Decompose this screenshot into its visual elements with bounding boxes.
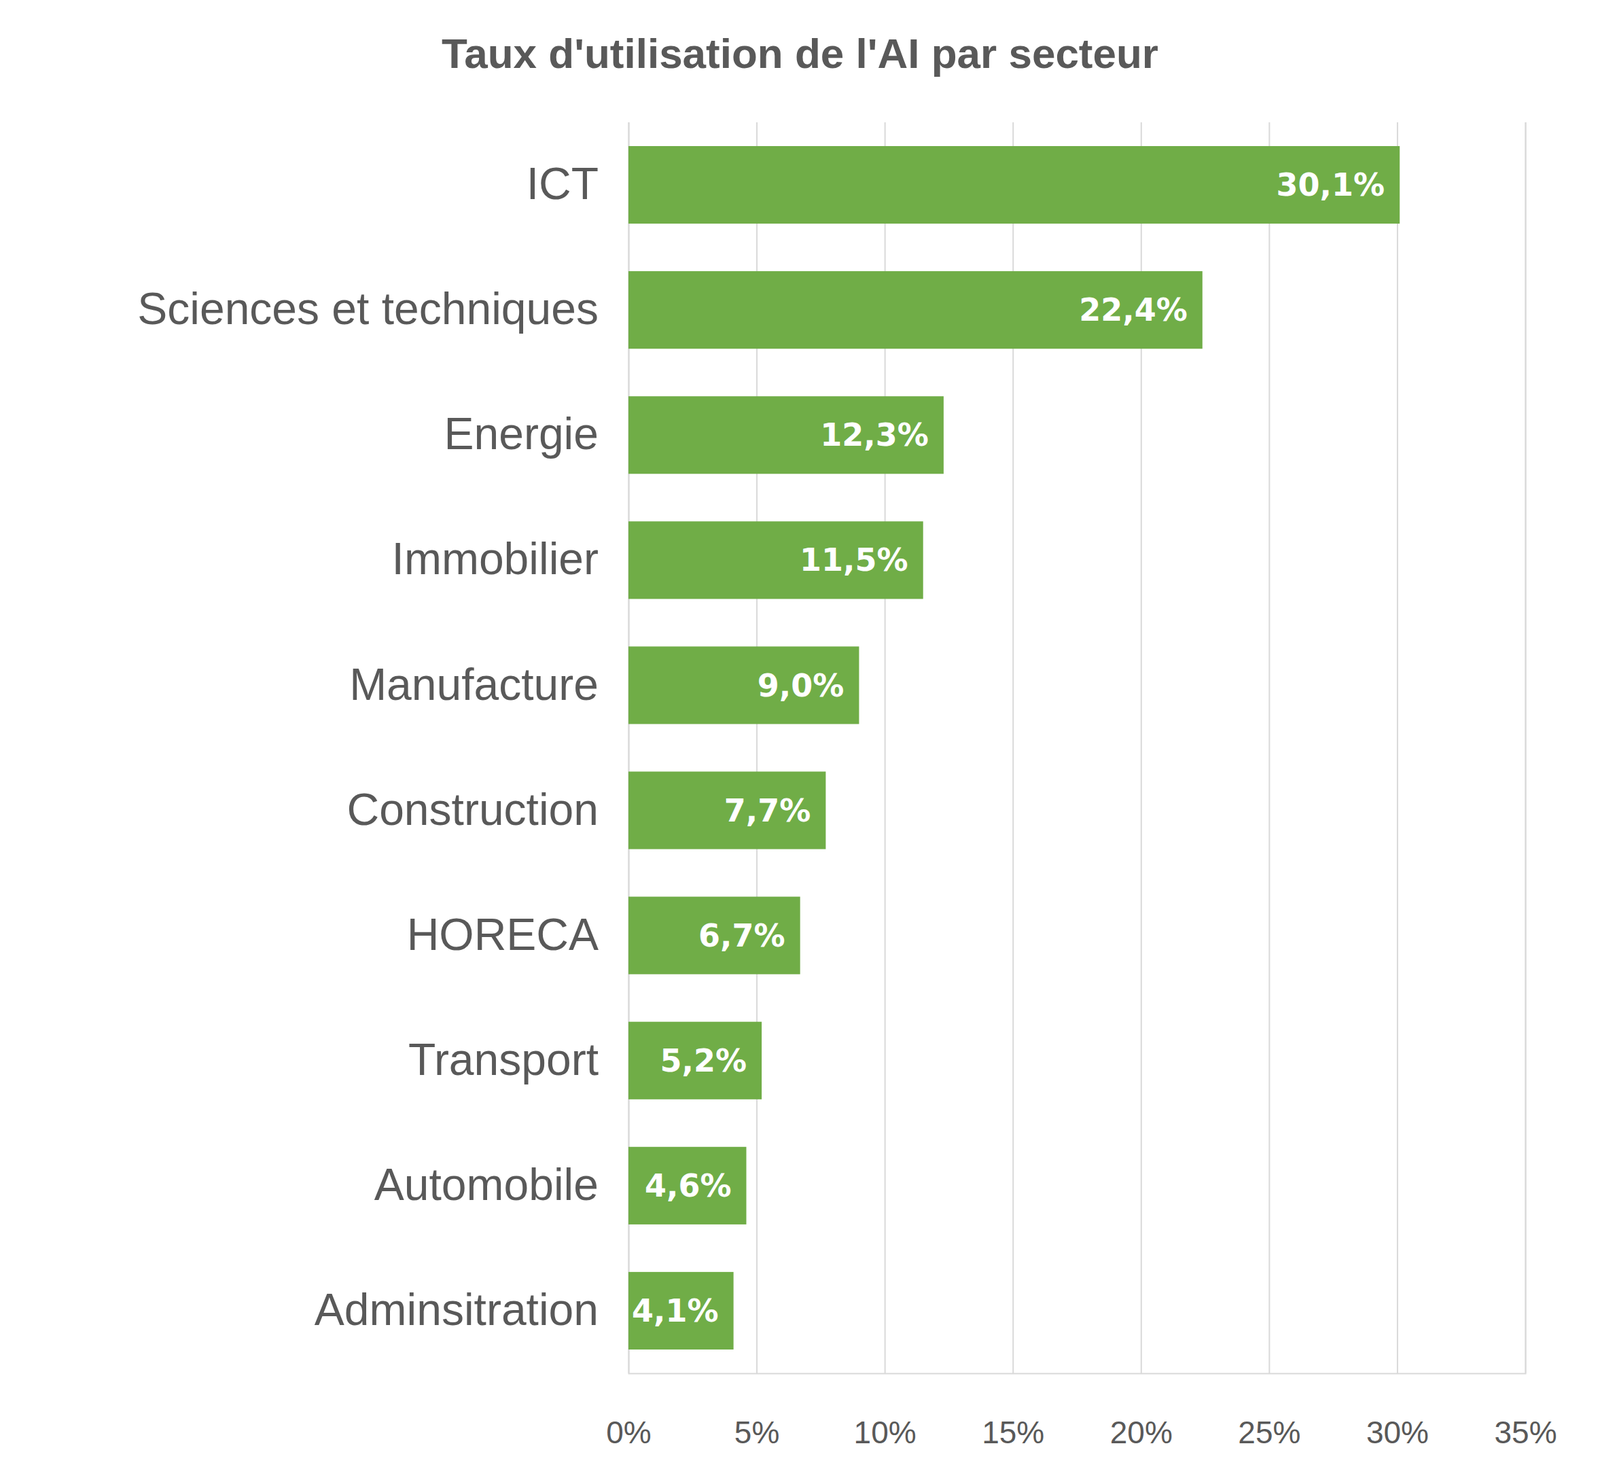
- data-label: 11,5%: [799, 541, 909, 579]
- tick: ICT: [526, 158, 599, 209]
- category-label: Construction: [346, 784, 599, 835]
- tick: 30%: [1366, 122, 1429, 1450]
- tick: Sciences et techniques: [137, 283, 599, 334]
- bar: [628, 1271, 734, 1350]
- category-label: Immobilier: [392, 533, 599, 584]
- y-axis: ICT Sciences et techniques Energie Immobili…: [137, 158, 599, 1335]
- tick: 35%: [1494, 122, 1557, 1450]
- category-label: Manufacture: [349, 659, 599, 710]
- category-label: ICT: [526, 158, 599, 209]
- data-label: 4,6%: [644, 1167, 732, 1204]
- data-label: 12,3%: [820, 416, 929, 454]
- tick-label: 15%: [981, 1414, 1045, 1450]
- category-label: Energie: [444, 408, 600, 459]
- bar: [628, 146, 1400, 224]
- grid-line: [1268, 122, 1270, 1374]
- data-label: 22,4%: [1078, 291, 1188, 329]
- tick: 25%: [1237, 122, 1301, 1450]
- bar: [628, 1021, 762, 1100]
- tick-label: 0%: [606, 1414, 651, 1450]
- bar: [628, 896, 801, 975]
- tick-label: 35%: [1494, 1414, 1557, 1450]
- category-label: Transport: [408, 1034, 599, 1085]
- bar: [628, 396, 944, 474]
- data-label: 4,1%: [631, 1292, 719, 1329]
- category-label: Adminsitration: [314, 1284, 599, 1335]
- x-axis: 0% 5% 10% 15% 20% 25% 30% 35%: [606, 122, 1557, 1450]
- tick-label: 10%: [854, 1414, 917, 1450]
- grid-line: [1525, 122, 1527, 1374]
- data-label: 7,7%: [724, 792, 812, 829]
- tick-label: 5%: [734, 1414, 780, 1450]
- bar: [628, 771, 826, 849]
- bar: [628, 271, 1203, 349]
- tick: Transport: [408, 1034, 599, 1085]
- tick-label: 25%: [1237, 1414, 1301, 1450]
- data-labels: 30,1% 22,4% 12,3% 11,5% 9,0% 7,7% 6,7% 5,2% 4,6%…: [631, 166, 1385, 1329]
- bar: [628, 1146, 746, 1225]
- bar: [628, 646, 859, 724]
- data-label: 9,0%: [757, 667, 845, 704]
- bar: [628, 521, 924, 599]
- tick: Automobile: [374, 1159, 599, 1210]
- tick-label: 20%: [1110, 1414, 1173, 1450]
- tick-label: 30%: [1366, 1414, 1429, 1450]
- tick: Immobilier: [392, 533, 599, 584]
- category-label: HORECA: [406, 909, 599, 960]
- data-label: 6,7%: [698, 917, 786, 954]
- axis-line: [629, 122, 1526, 1374]
- tick: Construction: [346, 784, 599, 835]
- category-label: Sciences et techniques: [137, 283, 599, 334]
- category-label: Automobile: [374, 1159, 599, 1210]
- tick: Manufacture: [349, 659, 599, 710]
- tick: Energie: [444, 408, 600, 459]
- title: Taux d'utilisation de l'AI par secteur: [441, 29, 1159, 77]
- data-label: 5,2%: [660, 1042, 748, 1079]
- tick: Adminsitration: [314, 1284, 599, 1335]
- tick: HORECA: [406, 909, 599, 960]
- data-label: 30,1%: [1276, 166, 1386, 204]
- grid-line: [1396, 122, 1399, 1374]
- plot: 0% 5% 10% 15% 20% 25% 30% 35% ICT Sciences et tec…: [137, 122, 1557, 1450]
- chart: Taux d'utilisation de l'AI par secteur 0%…: [0, 0, 1600, 1482]
- bars: [628, 146, 1400, 1350]
